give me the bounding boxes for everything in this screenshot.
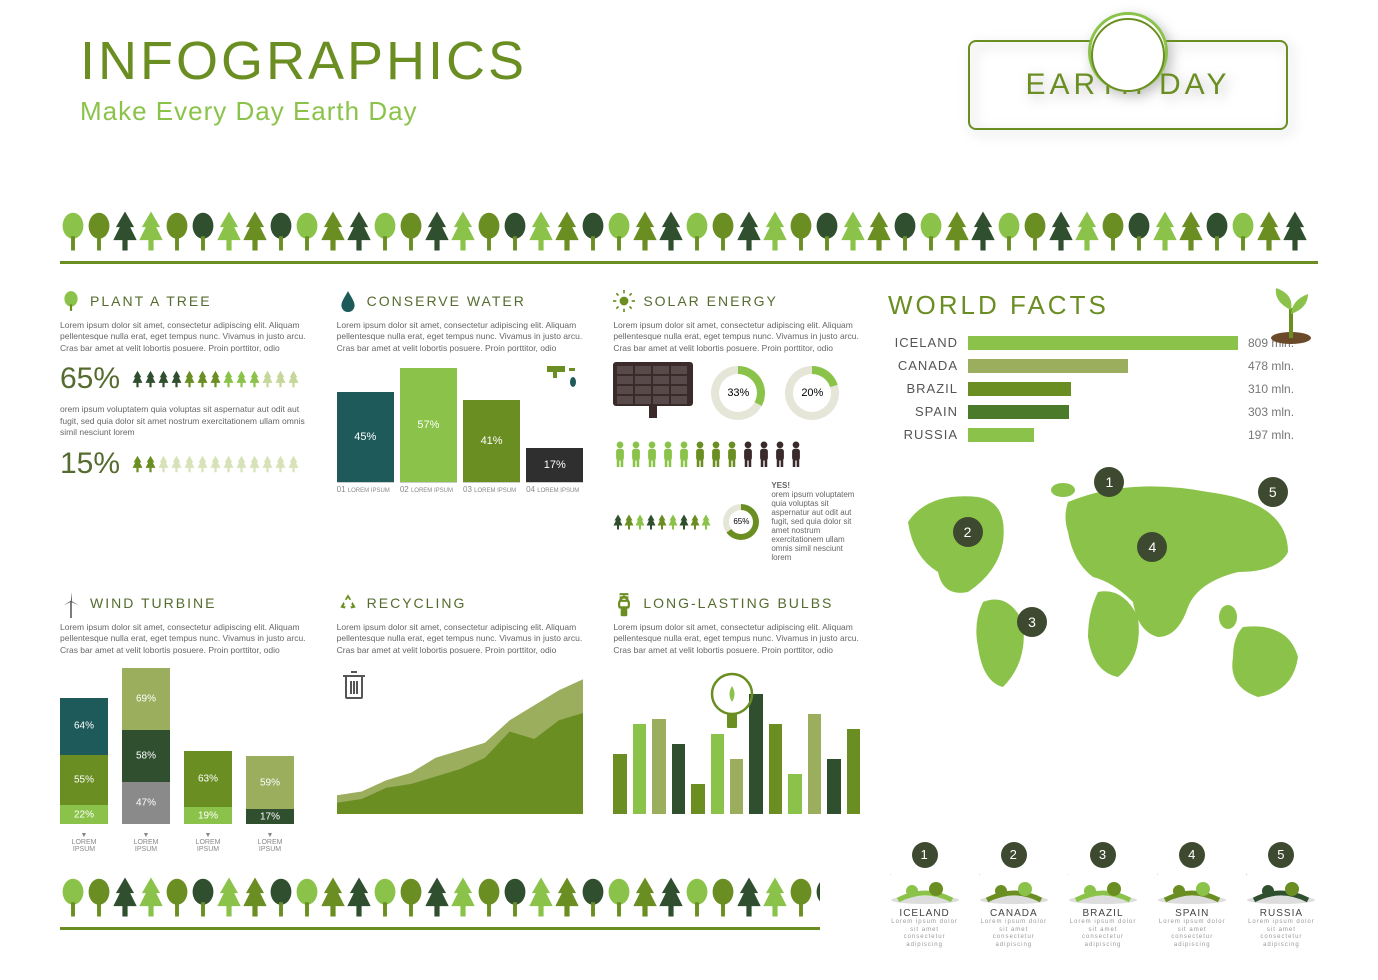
bulb-icon bbox=[613, 592, 635, 614]
panel-recycling: RECYCLING Lorem ipsum dolor sit amet, co… bbox=[337, 592, 584, 870]
page-title: INFOGRAPHICS bbox=[80, 30, 527, 92]
plant-pct-1: 65% bbox=[60, 362, 120, 396]
plant-pictogram-1 bbox=[132, 370, 299, 388]
faucet-icon bbox=[543, 356, 583, 395]
solar-donut-charts: 33%20% bbox=[711, 366, 839, 420]
world-facts-title: WORLD FACTS bbox=[888, 290, 1318, 321]
water-drop-icon bbox=[337, 290, 359, 312]
plant-pictogram-2 bbox=[132, 455, 299, 473]
legend-item: 2 CANADA Lorem ipsum dolor sit amet cons… bbox=[977, 842, 1050, 950]
legend-item: 3 BRAZIL Lorem ipsum dolor sit amet cons… bbox=[1066, 842, 1139, 950]
tree-divider-bottom bbox=[60, 876, 820, 930]
legend-item: 5 RUSSIA Lorem ipsum dolor sit amet cons… bbox=[1245, 842, 1318, 950]
fact-row: CANADA 478 mln. bbox=[888, 358, 1318, 373]
water-bar-labels: 01 LOREM IPSUM02 LOREM IPSUM03 LOREM IPS… bbox=[337, 482, 584, 494]
panel-solar-energy: SOLAR ENERGY Lorem ipsum dolor sit amet,… bbox=[613, 290, 860, 568]
solar-people-pictogram bbox=[613, 441, 860, 467]
sprout-icon bbox=[1264, 284, 1318, 349]
eco-bulb-icon bbox=[709, 672, 755, 737]
badge-label: EARTH DAY bbox=[1026, 68, 1231, 102]
fact-row: BRAZIL 310 mln. bbox=[888, 381, 1318, 396]
wind-stacked-bars: 22%55%64%47%58%69%19%63%17%59% bbox=[60, 664, 307, 824]
tree-divider-top bbox=[60, 210, 1318, 264]
solar-panel-icon bbox=[613, 362, 693, 423]
sun-icon bbox=[613, 290, 635, 312]
panels-grid: PLANT A TREE Lorem ipsum dolor sit amet,… bbox=[60, 290, 860, 870]
world-legend: 1 ICELAND Lorem ipsum dolor sit amet con… bbox=[888, 842, 1318, 950]
tree-icon bbox=[60, 290, 82, 312]
map-pin: 5 bbox=[1258, 477, 1288, 507]
solar-mini-donut: 65% bbox=[723, 504, 759, 540]
world-map: 12345 bbox=[888, 462, 1318, 712]
wind-turbine-icon bbox=[60, 592, 82, 614]
fact-row: ICELAND 809 mln. bbox=[888, 335, 1318, 350]
map-pin: 3 bbox=[1017, 607, 1047, 637]
trash-icon bbox=[341, 668, 367, 705]
legend-item: 4 SPAIN Lorem ipsum dolor sit amet conse… bbox=[1156, 842, 1229, 950]
page-subtitle: Make Every Day Earth Day bbox=[80, 96, 527, 127]
panel-wind-turbine: WIND TURBINE Lorem ipsum dolor sit amet,… bbox=[60, 592, 307, 870]
panel-conserve-water: CONSERVE WATER Lorem ipsum dolor sit ame… bbox=[337, 290, 584, 568]
world-map-svg bbox=[888, 462, 1318, 712]
map-pin: 2 bbox=[953, 517, 983, 547]
panel-plant-tree: PLANT A TREE Lorem ipsum dolor sit amet,… bbox=[60, 290, 307, 568]
badge-leaf-icon bbox=[1088, 12, 1168, 92]
panel-bulbs: LONG-LASTING BULBS Lorem ipsum dolor sit… bbox=[613, 592, 860, 870]
header: INFOGRAPHICS Make Every Day Earth Day bbox=[80, 30, 527, 127]
world-facts-bars: ICELAND 809 mln. CANADA 478 mln. BRAZIL … bbox=[888, 335, 1318, 442]
fact-row: SPAIN 303 mln. bbox=[888, 404, 1318, 419]
recycling-area-chart bbox=[337, 664, 584, 814]
solar-mini-trees bbox=[613, 514, 711, 530]
earth-day-badge: EARTH DAY bbox=[968, 40, 1288, 130]
fact-row: RUSSIA 197 mln. bbox=[888, 427, 1318, 442]
world-facts: WORLD FACTS ICELAND 809 mln. CANADA 478 … bbox=[888, 290, 1318, 712]
recycle-icon bbox=[337, 592, 359, 614]
plant-pct-2: 15% bbox=[60, 447, 120, 481]
wind-stack-labels: ▼LOREM IPSUM▼LOREM IPSUM▼LOREM IPSUM▼LOR… bbox=[60, 832, 307, 853]
legend-item: 1 ICELAND Lorem ipsum dolor sit amet con… bbox=[888, 842, 961, 950]
